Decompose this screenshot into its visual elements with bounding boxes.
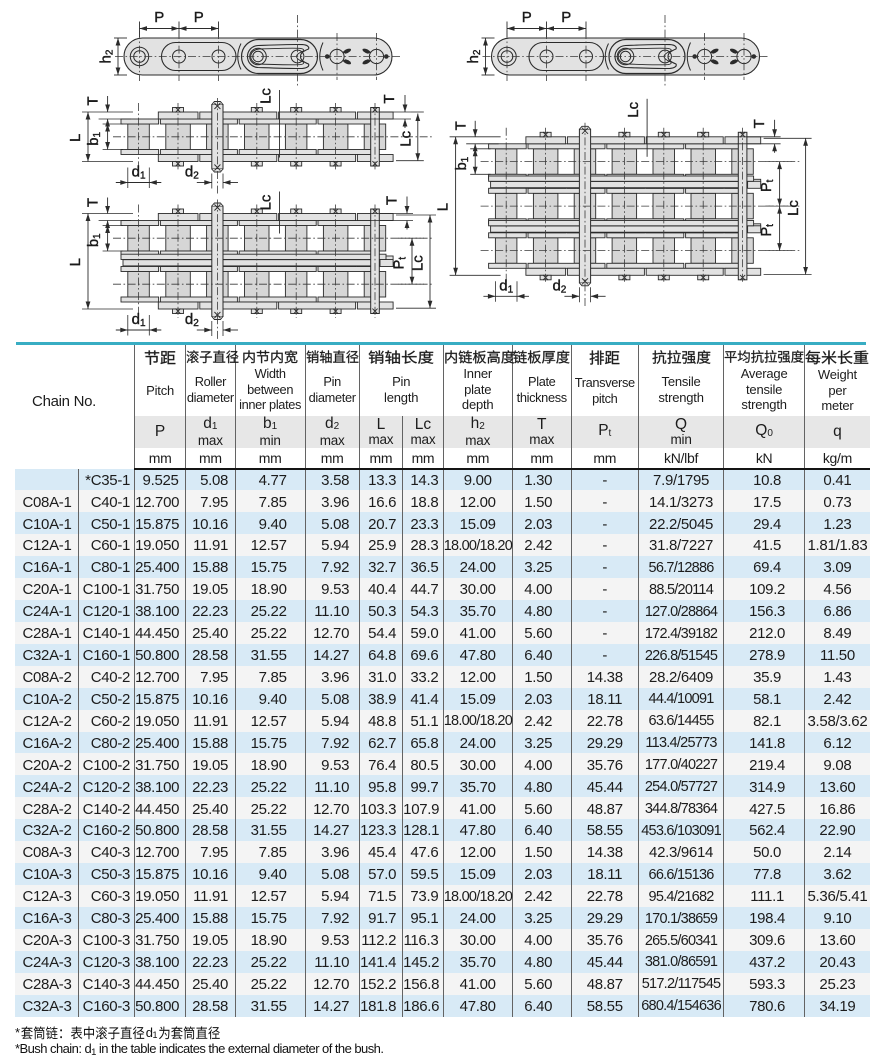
svg-text:d2: d2 — [552, 277, 566, 295]
svg-text:T: T — [751, 119, 768, 128]
svg-text:Lc: Lc — [397, 130, 414, 146]
svg-text:T: T — [381, 94, 398, 103]
svg-text:h2: h2 — [98, 49, 116, 63]
svg-text:d2: d2 — [185, 311, 199, 329]
svg-text:Lc: Lc — [258, 194, 275, 210]
svg-text:P: P — [154, 9, 164, 26]
svg-text:b1: b1 — [86, 132, 103, 146]
svg-text:L: L — [67, 134, 84, 142]
svg-text:d1: d1 — [146, 1026, 158, 1040]
svg-text:T: T — [85, 96, 102, 105]
svg-text:*: * — [15, 1026, 20, 1040]
svg-text:P: P — [194, 9, 204, 26]
svg-text:d1: d1 — [499, 277, 513, 295]
svg-text:T: T — [452, 121, 469, 130]
svg-text:P: P — [522, 9, 532, 26]
svg-text:Pt: Pt — [759, 179, 776, 192]
svg-text:Pt: Pt — [759, 224, 776, 237]
svg-text:Pt: Pt — [392, 257, 409, 270]
svg-text:Lc: Lc — [410, 255, 427, 271]
svg-text:b1: b1 — [454, 156, 471, 170]
svg-text:P: P — [561, 9, 571, 26]
svg-text:T: T — [85, 198, 102, 207]
svg-text:b1: b1 — [86, 233, 103, 247]
svg-text:h2: h2 — [465, 49, 483, 63]
svg-text:d2: d2 — [185, 164, 199, 182]
svg-text:T: T — [384, 196, 401, 205]
svg-text:Lc: Lc — [258, 88, 275, 104]
svg-text:L: L — [435, 203, 452, 211]
svg-text:d1: d1 — [132, 311, 146, 329]
svg-text:Lc: Lc — [785, 200, 802, 216]
svg-text:Lc: Lc — [625, 101, 642, 117]
svg-text:d1: d1 — [132, 164, 146, 182]
svg-text:L: L — [67, 258, 84, 266]
